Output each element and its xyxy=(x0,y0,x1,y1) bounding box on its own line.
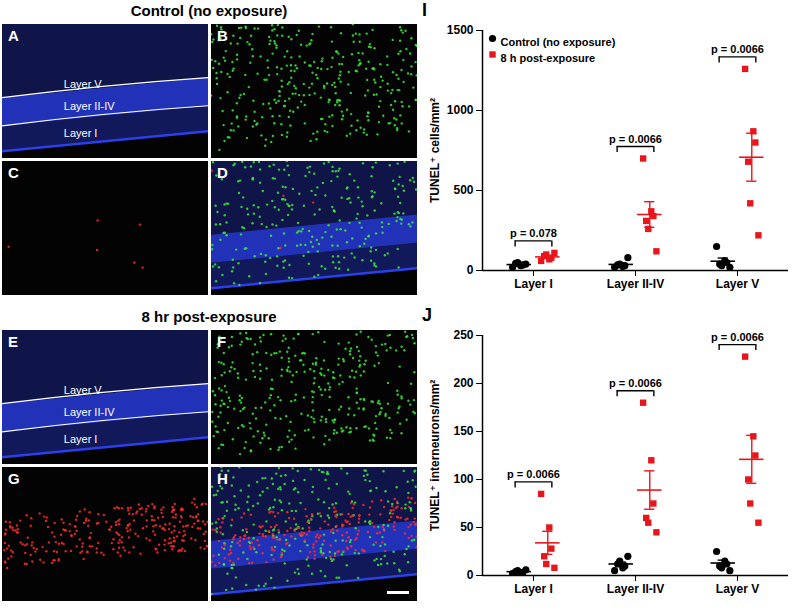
svg-text:Layer I: Layer I xyxy=(64,127,98,139)
svg-text:Layer V: Layer V xyxy=(716,277,759,291)
svg-text:p = 0.0066: p = 0.0066 xyxy=(609,377,662,389)
svg-text:1500: 1500 xyxy=(447,23,474,37)
svg-text:1000: 1000 xyxy=(447,103,474,117)
svg-text:8 h post-exposure: 8 h post-exposure xyxy=(501,52,596,64)
svg-text:0: 0 xyxy=(467,568,474,582)
svg-text:Layer V: Layer V xyxy=(64,384,103,396)
svg-text:Layer I: Layer I xyxy=(514,277,553,291)
svg-text:Control (no exposure): Control (no exposure) xyxy=(501,36,616,48)
svg-text:E: E xyxy=(8,333,18,350)
svg-text:G: G xyxy=(8,470,20,487)
svg-text:Layer I: Layer I xyxy=(514,582,553,596)
svg-text:C: C xyxy=(8,164,19,181)
svg-text:200: 200 xyxy=(453,376,473,390)
svg-text:TUNEL⁺ cells/mm²: TUNEL⁺ cells/mm² xyxy=(428,98,442,203)
svg-text:Layer V: Layer V xyxy=(716,582,759,596)
svg-text:TUNEL⁺ interneurons/mm²: TUNEL⁺ interneurons/mm² xyxy=(428,380,442,532)
svg-text:Layer I: Layer I xyxy=(64,433,98,445)
svg-text:p = 0.078: p = 0.078 xyxy=(510,227,557,239)
svg-text:H: H xyxy=(217,470,228,487)
svg-text:150: 150 xyxy=(453,424,473,438)
svg-text:Layer II-IV: Layer II-IV xyxy=(64,406,115,418)
svg-text:p = 0.0066: p = 0.0066 xyxy=(609,133,662,145)
svg-text:500: 500 xyxy=(453,183,473,197)
svg-text:250: 250 xyxy=(453,328,473,342)
svg-text:B: B xyxy=(217,27,228,44)
svg-text:p = 0.0066: p = 0.0066 xyxy=(711,331,764,343)
html-text:J: J xyxy=(422,305,432,325)
svg-text:Layer II-IV: Layer II-IV xyxy=(607,277,664,291)
svg-text:Layer II-IV: Layer II-IV xyxy=(64,100,115,112)
svg-text:Control (no exposure): Control (no exposure) xyxy=(131,2,288,19)
html-text:I: I xyxy=(422,0,427,20)
svg-text:50: 50 xyxy=(460,520,474,534)
svg-text:8 hr post-exposure: 8 hr post-exposure xyxy=(141,308,276,325)
svg-text:Layer II-IV: Layer II-IV xyxy=(607,582,664,596)
svg-text:0: 0 xyxy=(467,263,474,277)
svg-text:A: A xyxy=(8,27,19,44)
svg-text:F: F xyxy=(217,333,226,350)
svg-text:p = 0.0066: p = 0.0066 xyxy=(711,43,764,55)
svg-text:D: D xyxy=(217,164,228,181)
svg-text:Layer V: Layer V xyxy=(64,78,103,90)
svg-text:p = 0.0066: p = 0.0066 xyxy=(507,468,560,480)
svg-text:100: 100 xyxy=(453,472,473,486)
